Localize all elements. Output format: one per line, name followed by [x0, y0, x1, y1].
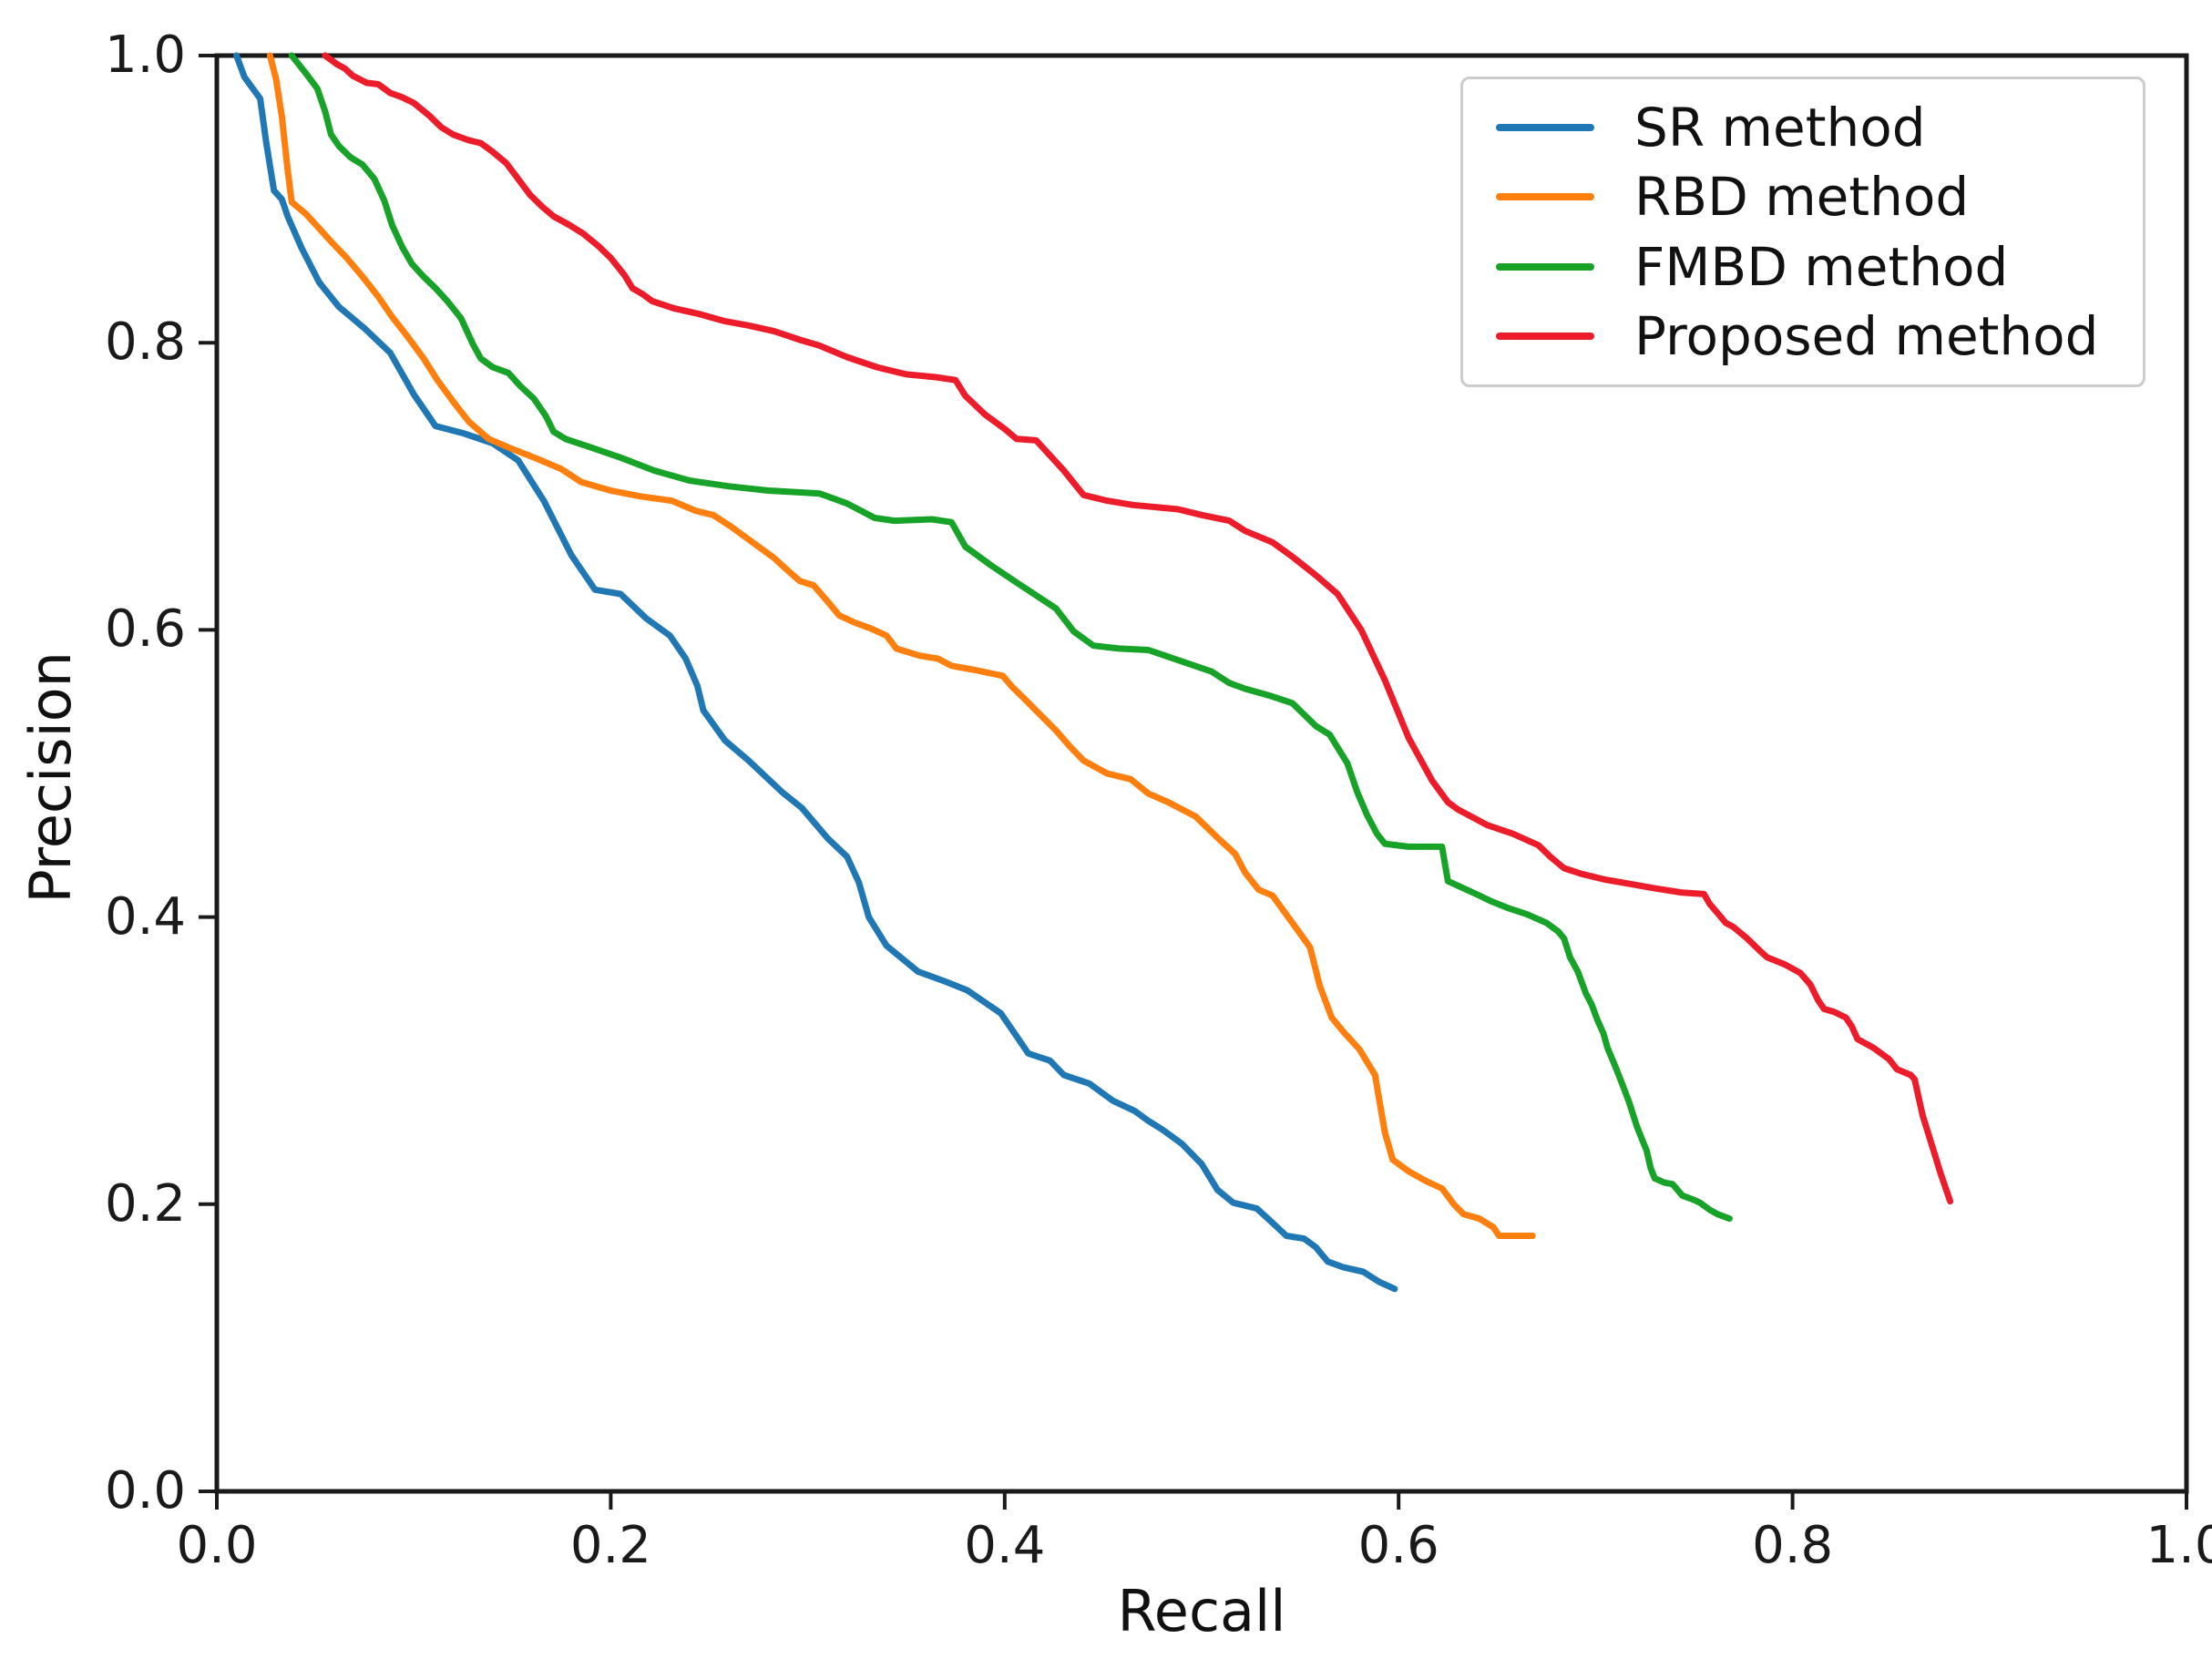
y-tick-label: 0.4	[104, 886, 186, 947]
legend-label: RBD method	[1634, 166, 1970, 229]
x-tick-label: 1.0	[2145, 1516, 2212, 1575]
curve-proposed-method	[322, 52, 1954, 1205]
curve-fmbd-method	[288, 52, 1733, 1223]
axis-tick-marks	[199, 54, 2188, 1510]
legend-line-swatch-sr	[1496, 124, 1594, 132]
legend-entry-sr: SR method	[1496, 101, 2125, 154]
x-tick-label: 0.6	[1357, 1516, 1439, 1575]
y-tick-label: 0.6	[104, 599, 186, 660]
y-tick-label: 0.8	[104, 312, 186, 373]
legend-line-swatch-rbd	[1496, 193, 1594, 201]
x-tick-label: 0.2	[569, 1516, 651, 1575]
legend-entry-fmbd: FMBD method	[1496, 241, 2125, 293]
plot-area-frame	[214, 53, 2189, 1494]
legend-label: Proposed method	[1634, 304, 2099, 367]
legend-line-swatch-fmbd	[1496, 262, 1594, 271]
y-axis-label-text: Precision	[17, 651, 84, 904]
x-tick-label: 0.4	[964, 1516, 1046, 1575]
legend-entry-rbd: RBD method	[1496, 170, 2125, 223]
legend: SR method RBD method FMBD method Propose…	[1460, 77, 2145, 387]
y-tick-label: 1.0	[104, 26, 186, 85]
y-tick-label: 0.2	[104, 1173, 186, 1234]
legend-label: FMBD method	[1634, 235, 2009, 298]
legend-line-swatch-proposed	[1496, 332, 1594, 340]
y-axis-label: Precision	[17, 651, 84, 904]
curve-rbd-method	[266, 52, 1536, 1239]
curve-sr-method	[233, 52, 1398, 1293]
legend-entry-proposed: Proposed method	[1496, 310, 2125, 363]
y-tick-label: 0.0	[104, 1461, 186, 1521]
legend-label: SR method	[1634, 97, 1926, 159]
x-tick-label: 0.0	[176, 1516, 258, 1575]
x-tick-label: 0.8	[1752, 1516, 1834, 1575]
plot-curves	[233, 52, 1954, 1293]
x-axis-label: Recall	[1117, 1578, 1286, 1644]
